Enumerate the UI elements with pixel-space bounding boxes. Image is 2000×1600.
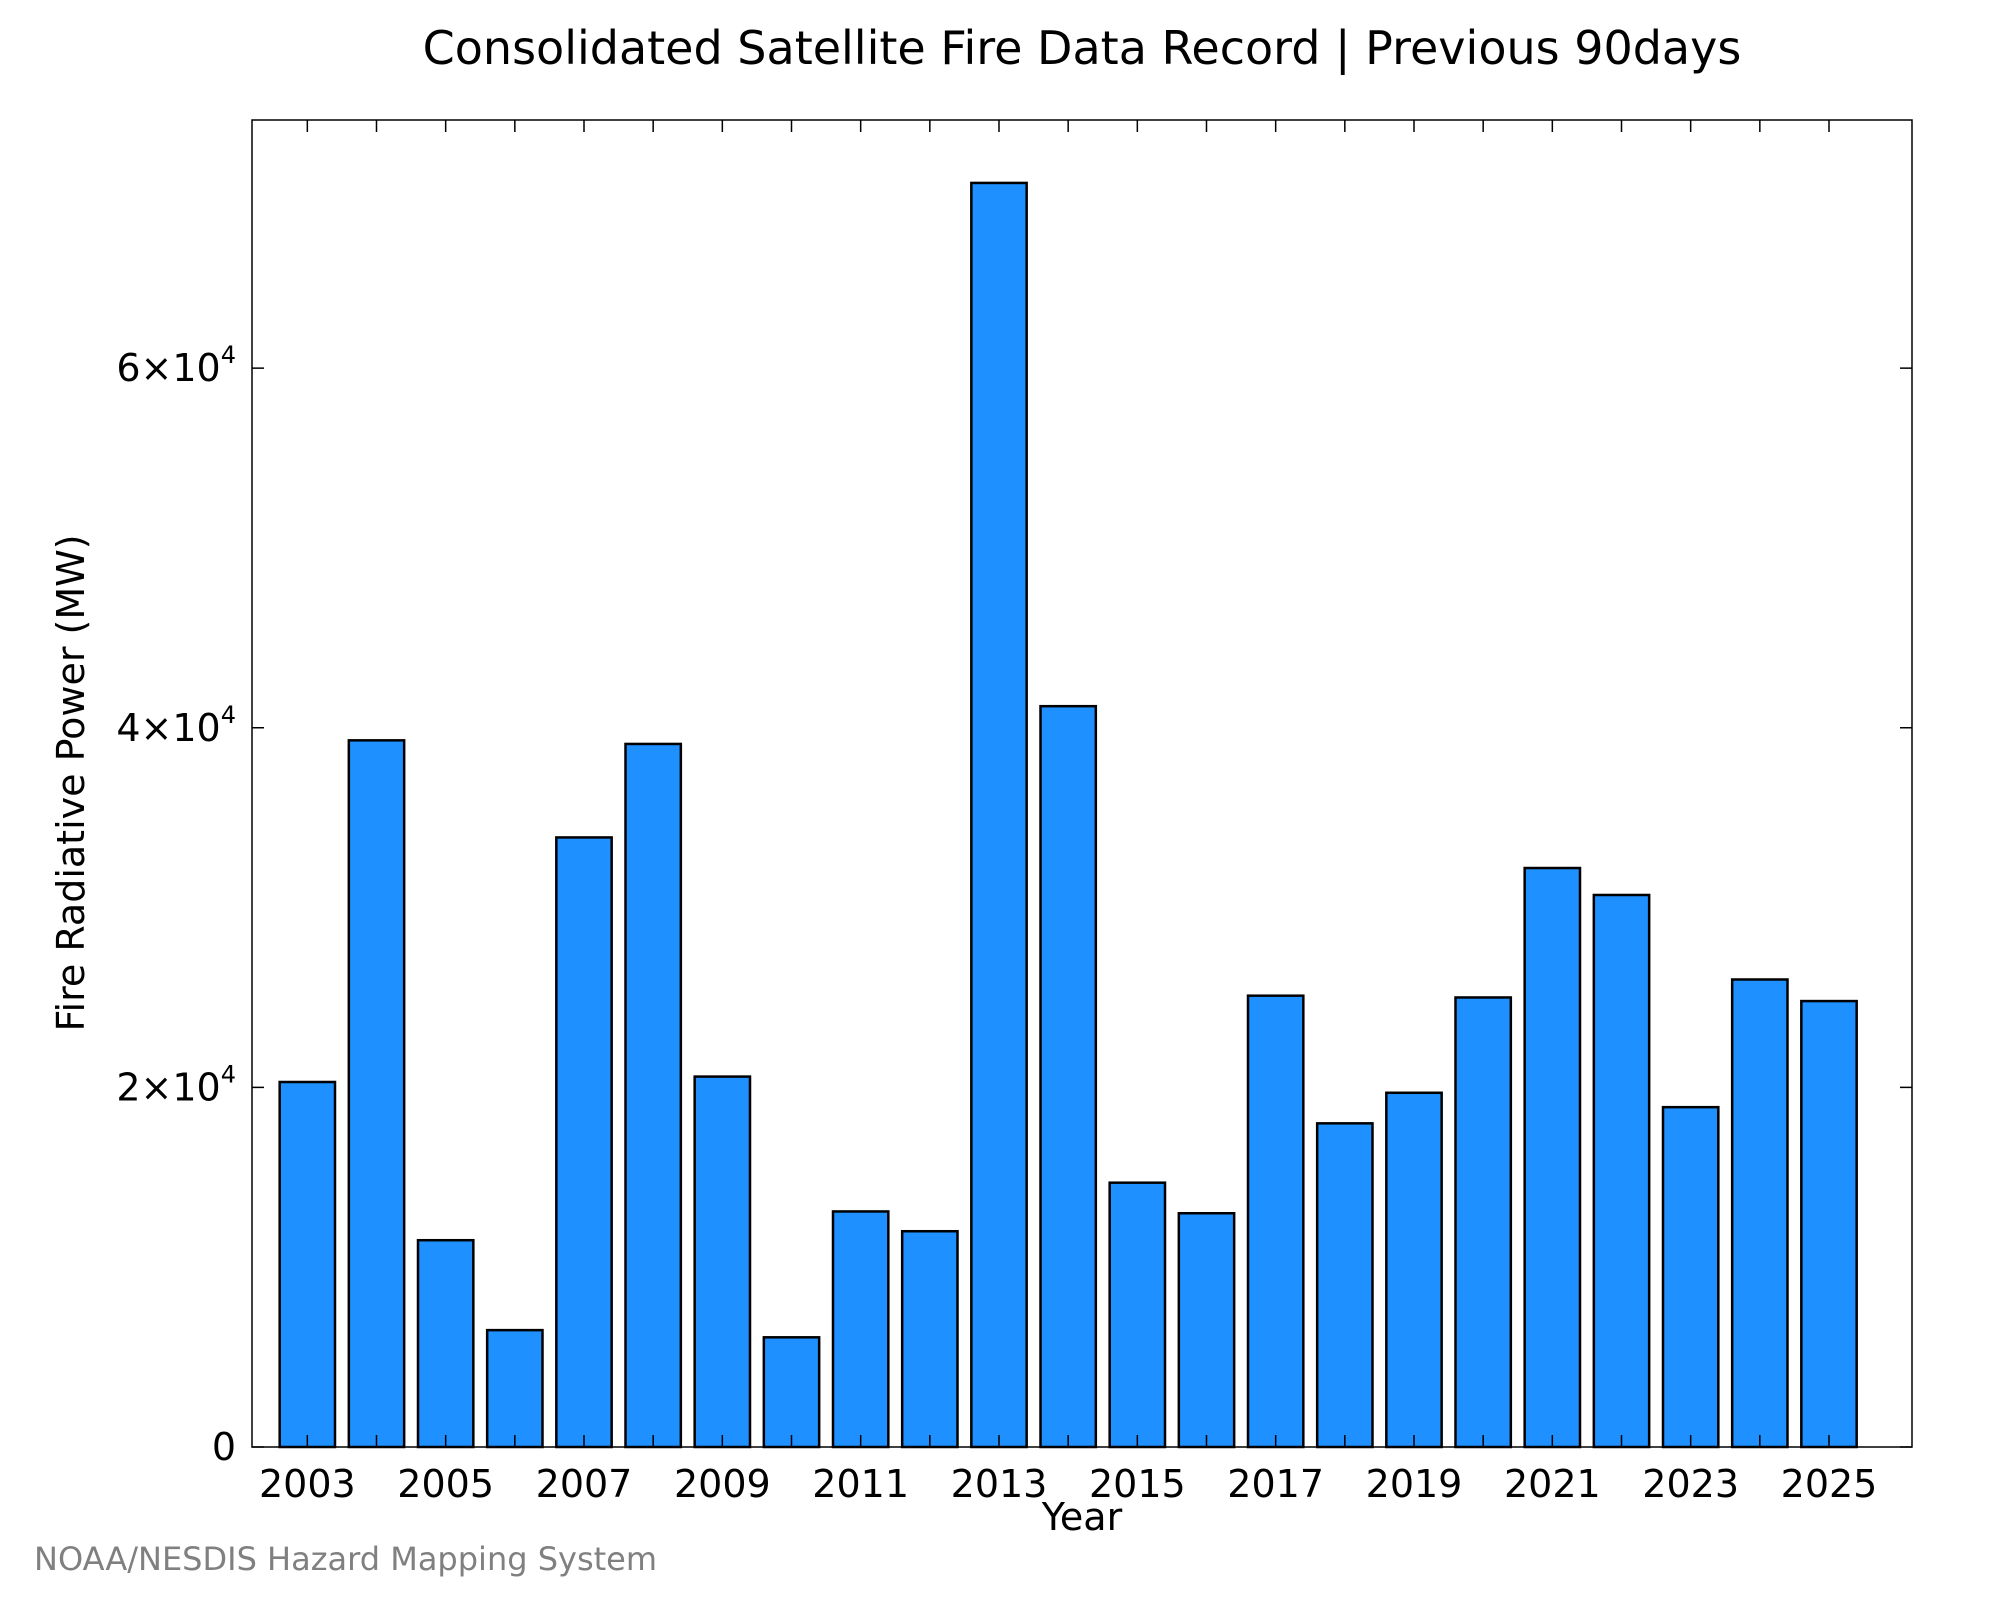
bar-2004 [347, 739, 406, 1449]
x-tick-label: 2015 [1089, 1462, 1186, 1506]
bar-2013 [970, 181, 1028, 1449]
bar-2024 [1730, 978, 1789, 1449]
y-axis-label: Fire Radiative Power (MW) [49, 534, 93, 1031]
bar-2010 [762, 1336, 821, 1449]
y-tick-label: 2×104 [116, 1060, 236, 1109]
y-tick-label: 4×104 [116, 701, 236, 750]
x-tick-label: 2021 [1504, 1462, 1601, 1506]
bar-2022 [1592, 893, 1651, 1449]
x-tick-label: 2017 [1227, 1462, 1324, 1506]
x-tick-label: 2019 [1366, 1462, 1463, 1506]
bar-2019 [1385, 1091, 1443, 1449]
x-tick-label: 2009 [674, 1462, 771, 1506]
bar-2020 [1454, 996, 1513, 1449]
y-axis-ticks: 0 2×104 4×104 6×104 [116, 341, 1912, 1469]
bars [278, 181, 1858, 1449]
x-axis-ticks: 2003 2005 2007 2009 2011 2013 2015 2017 2019 2021… [259, 120, 1877, 1506]
bar-2015 [1108, 1181, 1167, 1449]
x-tick-label: 2013 [951, 1462, 1048, 1506]
bar-2025 [1800, 999, 1858, 1449]
bar-2007 [555, 836, 613, 1449]
x-tick-label: 2007 [536, 1462, 633, 1506]
x-tick-label: 2025 [1781, 1462, 1878, 1506]
chart-title: Consolidated Satellite Fire Data Record … [423, 21, 1742, 76]
bar-2009 [693, 1075, 752, 1449]
bar-2016 [1177, 1212, 1236, 1449]
bar-2003 [278, 1080, 337, 1449]
bar-2012 [900, 1229, 959, 1449]
bar-2011 [831, 1210, 890, 1449]
bar-2005 [416, 1238, 475, 1449]
bar-2023 [1661, 1105, 1720, 1449]
x-tick-label: 2005 [397, 1462, 494, 1506]
bar-2018 [1315, 1122, 1374, 1449]
x-tick-label: 2011 [812, 1462, 909, 1506]
y-tick-label: 6×104 [116, 341, 236, 390]
bar-2021 [1523, 866, 1582, 1449]
x-tick-label: 2003 [259, 1462, 356, 1506]
x-axis-label: Year [1041, 1495, 1123, 1539]
x-tick-label: 2023 [1642, 1462, 1739, 1506]
bar-2014 [1039, 704, 1098, 1449]
y-tick-label: 0 [212, 1425, 236, 1469]
bar-2008 [624, 742, 683, 1449]
credit-text: NOAA/NESDIS Hazard Mapping System [34, 1540, 657, 1578]
bar-2006 [485, 1328, 544, 1449]
bar-2017 [1246, 994, 1305, 1449]
